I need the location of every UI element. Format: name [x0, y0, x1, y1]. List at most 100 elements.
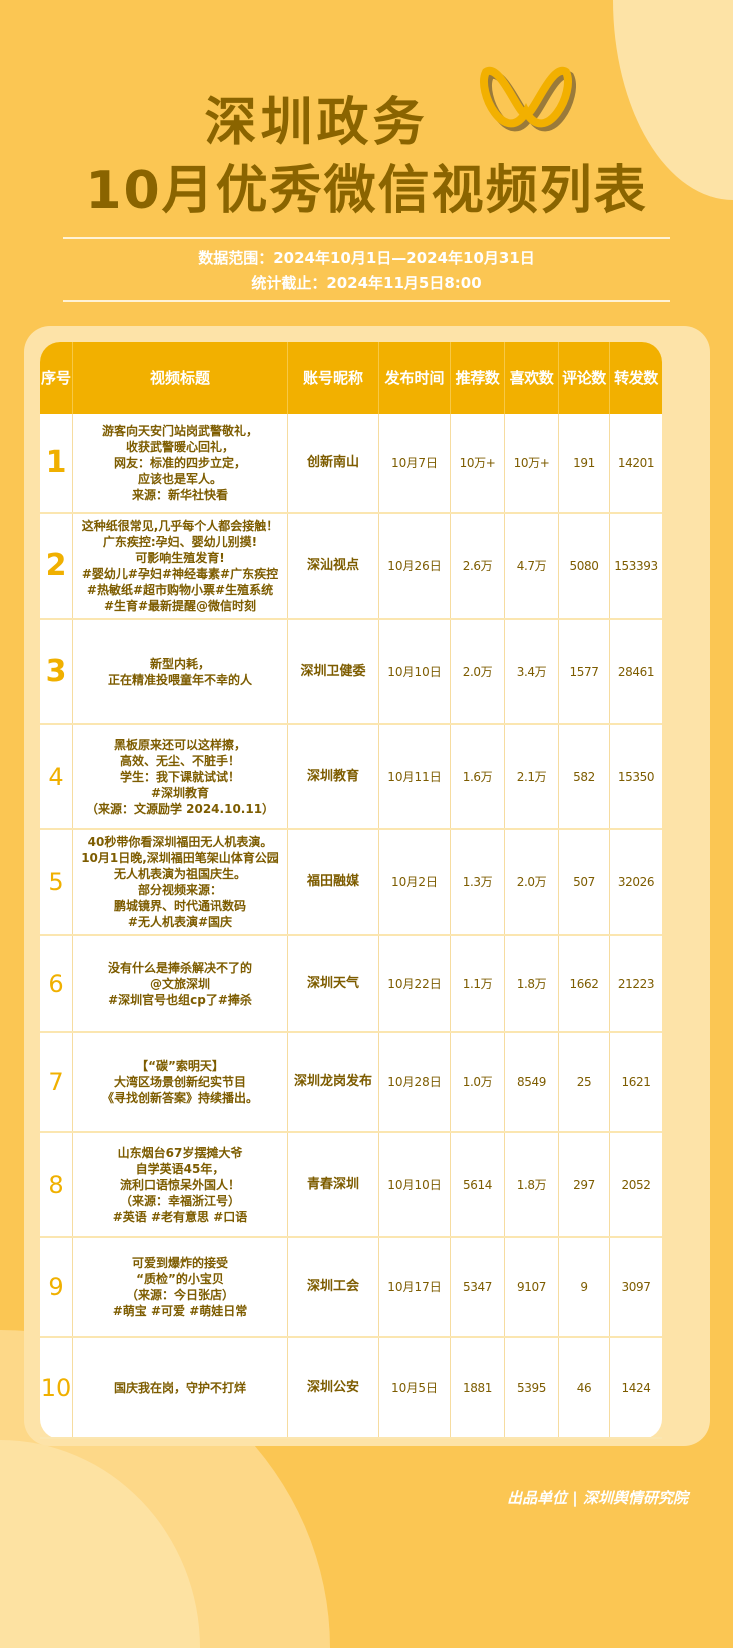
video-table: 序号 视频标题 账号昵称 发布时间 推荐数 喜欢数 评论数 转发数 1 游客向天安门站岗武警敬礼… — [40, 342, 662, 1439]
recommend-cell: 1.0万 — [451, 1033, 505, 1131]
shares-cell: 1424 — [621, 1380, 651, 1395]
comments-cell: 5080 — [559, 514, 610, 618]
likes-cell: 2.0万 — [505, 830, 559, 934]
column-header: 转发数 — [614, 369, 658, 387]
comments-cell: 9 — [559, 1238, 610, 1336]
date-cell: 10月17日 — [379, 1238, 451, 1336]
shares-cell: 2052 — [621, 1177, 651, 1192]
date-cell: 10月7日 — [379, 414, 451, 512]
comments-cell: 1662 — [559, 936, 610, 1031]
column-header: 序号 — [40, 342, 73, 414]
rank-cell: 3 — [40, 620, 73, 723]
column-header: 发布时间 — [379, 342, 451, 414]
recommend-cell: 2.6万 — [451, 514, 505, 618]
rank-cell: 7 — [40, 1033, 73, 1131]
date-cell: 10月5日 — [379, 1338, 451, 1437]
likes-cell: 1.8万 — [505, 936, 559, 1031]
date-cell: 10月28日 — [379, 1033, 451, 1131]
recommend-cell: 5347 — [451, 1238, 505, 1336]
likes-cell: 3.4万 — [505, 620, 559, 723]
comments-cell: 1577 — [559, 620, 610, 723]
table-row: 3 新型内耗， 正在精准投喂童年不幸的人 深圳卫健委 10月10日 2.0万 3.4万 15… — [40, 620, 662, 725]
recommend-cell: 10万+ — [451, 414, 505, 512]
divider — [63, 237, 670, 239]
cutoff-time: 统计截止：2024年11月5日8:00 — [251, 274, 482, 292]
likes-cell: 2.1万 — [505, 725, 559, 828]
shares-cell: 1621 — [621, 1075, 651, 1089]
rank-cell: 4 — [40, 725, 73, 828]
likes-cell: 9107 — [505, 1238, 559, 1336]
data-range: 数据范围：2024年10月1日—2024年10月31日 — [198, 249, 535, 267]
title-cell: 新型内耗， 正在精准投喂童年不幸的人 — [73, 620, 288, 723]
column-header: 推荐数 — [451, 342, 505, 414]
comments-cell: 297 — [559, 1133, 610, 1236]
table-row: 4 黑板原来还可以这样擦， 高效、无尘、不脏手！ 学生：我下课就试试！ #深圳教育… — [40, 725, 662, 830]
date-cell: 10月11日 — [379, 725, 451, 828]
table-row: 5 40秒带你看深圳福田无人机表演。 10月1日晚,深圳福田笔架山体育公园 无人机… — [40, 830, 662, 936]
title-line2: 10月优秀微信视频列表 — [85, 161, 648, 221]
shares-cell: 3097 — [621, 1280, 651, 1294]
title-cell: 山东烟台67岁摆摊大爷 自学英语45年， 流利口语惊呆外国人！ （来源：幸福浙江… — [73, 1133, 288, 1236]
rank-cell: 2 — [40, 514, 73, 618]
likes-cell: 10万+ — [505, 414, 559, 512]
date-cell: 10月26日 — [379, 514, 451, 618]
account-cell: 青春深圳 — [288, 1133, 379, 1236]
account-cell: 深汕视点 — [288, 514, 379, 618]
comments-cell: 582 — [559, 725, 610, 828]
rank-cell: 6 — [40, 936, 73, 1031]
shares-cell: 14201 — [617, 456, 655, 470]
comments-cell: 46 — [559, 1338, 610, 1437]
date-cell: 10月10日 — [379, 1133, 451, 1236]
recommend-cell: 1.3万 — [451, 830, 505, 934]
table-row: 8 山东烟台67岁摆摊大爷 自学英语45年， 流利口语惊呆外国人！ （来源：幸福浙… — [40, 1133, 662, 1238]
likes-cell: 1.8万 — [505, 1133, 559, 1236]
column-header: 喜欢数 — [505, 342, 559, 414]
divider — [63, 300, 670, 302]
table-row: 2 这种纸很常见,几乎每个人都会接触！ 广东疾控:孕妇、婴幼儿别摸! 可影响生殖发… — [40, 514, 662, 620]
account-cell: 深圳龙岗发布 — [288, 1033, 379, 1131]
comments-cell: 25 — [559, 1033, 610, 1131]
table-header: 序号 视频标题 账号昵称 发布时间 推荐数 喜欢数 评论数 转发数 — [40, 342, 662, 414]
recommend-cell: 1.1万 — [451, 936, 505, 1031]
rank-cell: 1 — [40, 414, 73, 512]
rank-cell: 9 — [40, 1238, 73, 1336]
title-cell: 这种纸很常见,几乎每个人都会接触！ 广东疾控:孕妇、婴幼儿别摸! 可影响生殖发育… — [73, 514, 288, 618]
shares-cell: 28461 — [617, 664, 655, 679]
rank-cell: 10 — [40, 1338, 73, 1437]
likes-cell: 4.7万 — [505, 514, 559, 618]
footer-credit: 出品单位 | 深圳舆情研究院 — [507, 1489, 688, 1507]
likes-cell: 5395 — [505, 1338, 559, 1437]
recommend-cell: 1881 — [451, 1338, 505, 1437]
shares-cell: 153393 — [614, 559, 658, 573]
shares-cell: 21223 — [617, 976, 655, 991]
date-cell: 10月2日 — [379, 830, 451, 934]
recommend-cell: 1.6万 — [451, 725, 505, 828]
rank-cell: 8 — [40, 1133, 73, 1236]
title-cell: 游客向天安门站岗武警敬礼， 收获武警暖心回礼， 网友：标准的四步立定， 应该也是… — [73, 414, 288, 512]
account-cell: 福田融媒 — [288, 830, 379, 934]
title-cell: 可爱到爆炸的接受 “质检”的小宝贝 （来源：今日张店） #萌宝 #可爱 #萌娃日… — [73, 1238, 288, 1336]
title-line1: 深圳政务 — [204, 93, 429, 153]
date-cell: 10月10日 — [379, 620, 451, 723]
account-cell: 深圳公安 — [288, 1338, 379, 1437]
shares-cell: 15350 — [617, 769, 655, 784]
table-row: 7 【“碳”索明天】 大湾区场景创新纪实节目 《寻找创新答案》持续播出。 深圳龙岗发… — [40, 1033, 662, 1133]
account-cell: 深圳卫健委 — [288, 620, 379, 723]
comments-cell: 191 — [559, 414, 610, 512]
title-cell: 国庆我在岗，守护不打烊 — [73, 1338, 288, 1437]
table-row: 9 可爱到爆炸的接受 “质检”的小宝贝 （来源：今日张店） #萌宝 #可爱 #萌娃… — [40, 1238, 662, 1338]
table-row: 6 没有什么是捧杀解决不了的 @文旅深圳 #深圳官号也组cp了#捧杀 深圳天气 10月… — [40, 936, 662, 1033]
title-cell: 40秒带你看深圳福田无人机表演。 10月1日晚,深圳福田笔架山体育公园 无人机表… — [73, 830, 288, 934]
table-row: 1 游客向天安门站岗武警敬礼， 收获武警暖心回礼， 网友：标准的四步立定， 应该也… — [40, 414, 662, 514]
column-header: 视频标题 — [73, 342, 288, 414]
title-cell: 没有什么是捧杀解决不了的 @文旅深圳 #深圳官号也组cp了#捧杀 — [73, 936, 288, 1031]
account-cell: 深圳工会 — [288, 1238, 379, 1336]
title-cell: 【“碳”索明天】 大湾区场景创新纪实节目 《寻找创新答案》持续播出。 — [73, 1033, 288, 1131]
recommend-cell: 2.0万 — [451, 620, 505, 723]
likes-cell: 8549 — [505, 1033, 559, 1131]
wechat-channels-logo — [480, 66, 576, 132]
account-cell: 深圳教育 — [288, 725, 379, 828]
account-cell: 深圳天气 — [288, 936, 379, 1031]
account-cell: 创新南山 — [288, 414, 379, 512]
column-header: 评论数 — [559, 342, 610, 414]
